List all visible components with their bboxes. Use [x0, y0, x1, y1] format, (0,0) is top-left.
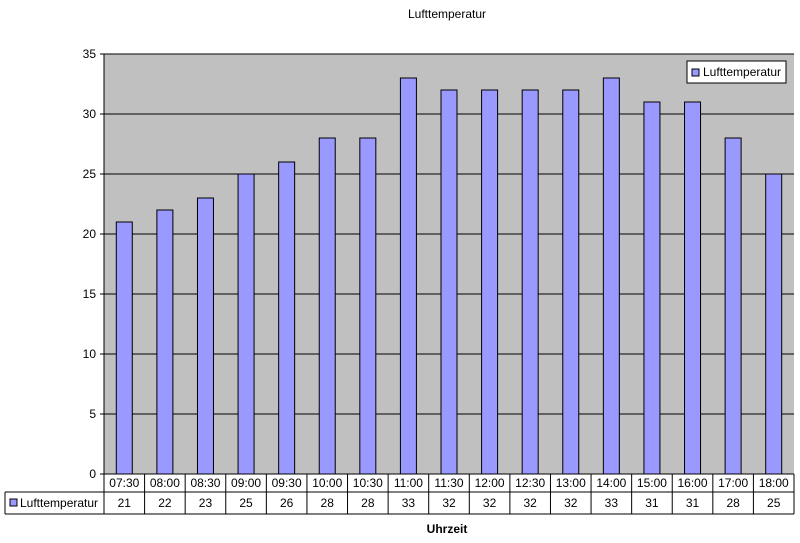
x-tick-label: 11:30 — [434, 476, 463, 490]
bar — [643, 101, 661, 475]
table-value: 21 — [118, 496, 132, 510]
bar — [481, 89, 499, 475]
table-value: 22 — [158, 496, 172, 510]
bar — [440, 89, 458, 475]
bar — [562, 89, 580, 475]
y-tick-label: 30 — [83, 107, 97, 121]
x-tick-label: 12:30 — [515, 476, 545, 490]
bar — [399, 77, 417, 475]
table-value: 25 — [767, 496, 781, 510]
bar — [359, 137, 377, 475]
table-legend-key — [9, 498, 18, 507]
bar — [115, 221, 133, 475]
y-tick-label: 0 — [89, 467, 96, 481]
x-tick-label: 11:00 — [394, 476, 423, 490]
chart-title: Lufttemperatur — [408, 7, 486, 21]
legend-label: Lufttemperatur — [703, 65, 781, 79]
legend-swatch — [691, 68, 700, 77]
x-tick-label: 13:00 — [556, 476, 586, 490]
table-value: 28 — [321, 496, 335, 510]
x-tick-label: 15:00 — [637, 476, 667, 490]
x-tick-label: 10:00 — [312, 476, 342, 490]
x-tick-label: 10:30 — [353, 476, 383, 490]
bar — [724, 137, 742, 475]
y-tick-label: 25 — [83, 167, 97, 181]
bar — [156, 209, 174, 475]
x-tick-label: 14:00 — [596, 476, 626, 490]
legend-box — [686, 60, 787, 84]
bar — [521, 89, 539, 475]
bar — [765, 173, 783, 475]
bar — [196, 197, 214, 475]
table-value: 31 — [645, 496, 659, 510]
x-tick-label: 09:30 — [272, 476, 302, 490]
bar — [278, 161, 296, 475]
table-value: 32 — [483, 496, 497, 510]
table-series-name: Lufttemperatur — [20, 496, 98, 510]
x-axis-label: Uhrzeit — [427, 522, 468, 536]
table-value: 33 — [402, 496, 416, 510]
table-value: 32 — [442, 496, 456, 510]
table-value: 33 — [605, 496, 619, 510]
bar — [318, 137, 336, 475]
x-tick-label: 17:00 — [718, 476, 748, 490]
y-tick-label: 5 — [89, 407, 96, 421]
bar — [237, 173, 255, 475]
table-value: 23 — [199, 496, 213, 510]
y-tick-label: 20 — [83, 227, 97, 241]
x-tick-label: 09:00 — [231, 476, 261, 490]
table-value: 28 — [361, 496, 375, 510]
x-tick-label: 16:00 — [678, 476, 708, 490]
y-tick-label: 35 — [83, 47, 97, 61]
table-value: 32 — [523, 496, 537, 510]
x-tick-label: 08:00 — [150, 476, 180, 490]
table-value: 25 — [239, 496, 253, 510]
y-tick-label: 15 — [83, 287, 97, 301]
x-tick-label: 08:30 — [190, 476, 220, 490]
x-tick-label: 12:00 — [475, 476, 505, 490]
table-value: 32 — [564, 496, 578, 510]
y-tick-label: 10 — [83, 347, 97, 361]
x-tick-label: 07:30 — [109, 476, 139, 490]
table-value: 28 — [726, 496, 740, 510]
table-value: 26 — [280, 496, 294, 510]
bar — [602, 77, 620, 475]
x-tick-label: 18:00 — [759, 476, 789, 490]
bar — [684, 101, 702, 475]
table-value: 31 — [686, 496, 700, 510]
